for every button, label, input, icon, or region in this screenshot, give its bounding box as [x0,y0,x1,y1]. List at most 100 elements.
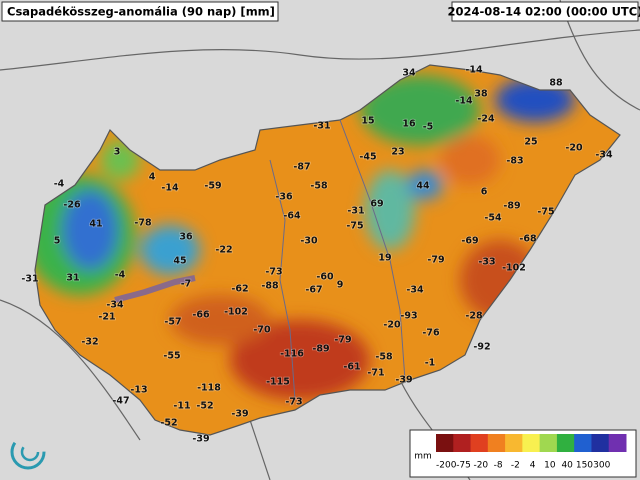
station-value: -39 [192,434,209,445]
station-value: -34 [406,285,424,296]
station-value: -73 [265,267,282,278]
legend-tick-label: 150 [576,461,593,471]
station-value: -34 [106,300,124,311]
station-value: 19 [378,253,391,264]
station-value: -7 [181,279,192,290]
station-value: 9 [337,280,344,291]
legend-swatch [522,434,541,452]
station-value: 36 [179,232,193,243]
station-value: -39 [395,375,412,386]
legend-tick-label: 300 [593,461,610,471]
lake-balaton [114,275,196,303]
station-value: -62 [231,284,248,295]
station-value: -31 [347,206,364,217]
station-value: 41 [89,219,102,230]
station-value: -54 [484,213,502,224]
station-value: -75 [537,207,554,218]
station-value: -21 [98,312,115,323]
station-value: -52 [160,418,177,429]
station-value: -31 [21,274,38,285]
legend-swatch [556,434,575,452]
station-value: 3 [114,147,121,158]
timestamp-box [451,1,639,22]
legend-swatch [436,434,454,452]
station-value: 88 [549,78,563,89]
station-value: -83 [506,156,523,167]
station-value: -57 [164,317,181,328]
station-value: 5 [54,236,61,247]
station-value: -89 [503,201,520,212]
country-border [34,64,621,436]
station-value: -4 [54,179,65,190]
station-value: -20 [565,143,583,154]
legend-tick-label: -2 [511,461,520,471]
station-value: -87 [293,162,310,173]
station-value: 31 [66,273,79,284]
station-value: -58 [310,181,328,192]
station-value: -11 [173,401,190,412]
station-value: -79 [334,335,351,346]
station-value: -75 [346,221,363,232]
station-value: -115 [266,377,290,388]
station-value: -47 [112,396,129,407]
station-value: -31 [313,121,330,132]
station-value: -58 [375,352,393,363]
station-value: 44 [416,181,430,192]
station-value: -73 [285,397,302,408]
station-value: -20 [383,320,401,331]
station-value: -93 [400,311,417,322]
station-value: -45 [359,152,376,163]
station-value: 45 [173,256,186,267]
station-value: -14 [465,65,483,76]
station-value: -39 [231,409,248,420]
station-value: -118 [197,383,221,394]
station-value: -28 [465,311,483,322]
station-value: -66 [192,310,210,321]
station-value: -61 [343,362,360,373]
station-value: -92 [473,342,490,353]
title-box [1,1,279,22]
station-value: -116 [280,349,304,360]
station-value: -76 [422,328,440,339]
station-value: -59 [204,181,221,192]
station-value: 4 [149,172,156,183]
rivers [269,119,406,401]
station-value: -4 [115,270,126,281]
station-value: -22 [215,245,232,256]
station-value: -68 [519,234,537,245]
legend-swatch [487,434,506,452]
station-value: -89 [312,344,329,355]
station-value: -64 [283,211,301,222]
station-value: -1 [425,358,436,369]
legend-tick-label: -200 [436,461,457,471]
station-value: 23 [391,147,404,158]
legend-tick-label: 40 [561,461,573,471]
legend-tick-label: 4 [530,461,536,471]
legend-swatch [539,434,558,452]
station-value: -26 [63,200,81,211]
station-value: 25 [524,137,537,148]
legend-swatch [591,434,610,452]
station-value: -102 [224,307,248,318]
station-value: -70 [253,325,271,336]
station-value: -88 [261,281,279,292]
legend-swatch [574,434,592,452]
station-value: -69 [461,236,478,247]
legend-tick-label: -75 [456,461,471,471]
station-value: -34 [595,150,613,161]
station-value: 6 [481,187,488,198]
station-value: -55 [163,351,180,362]
station-value: -52 [196,401,213,412]
legend-swatch [453,434,472,452]
station-value: -79 [427,255,444,266]
station-value: -102 [502,263,526,274]
station-value: 15 [361,116,374,127]
station-value: -33 [478,257,495,268]
legend-swatch [608,434,627,452]
legend-unit: mm [414,452,432,462]
station-value: -32 [81,337,98,348]
